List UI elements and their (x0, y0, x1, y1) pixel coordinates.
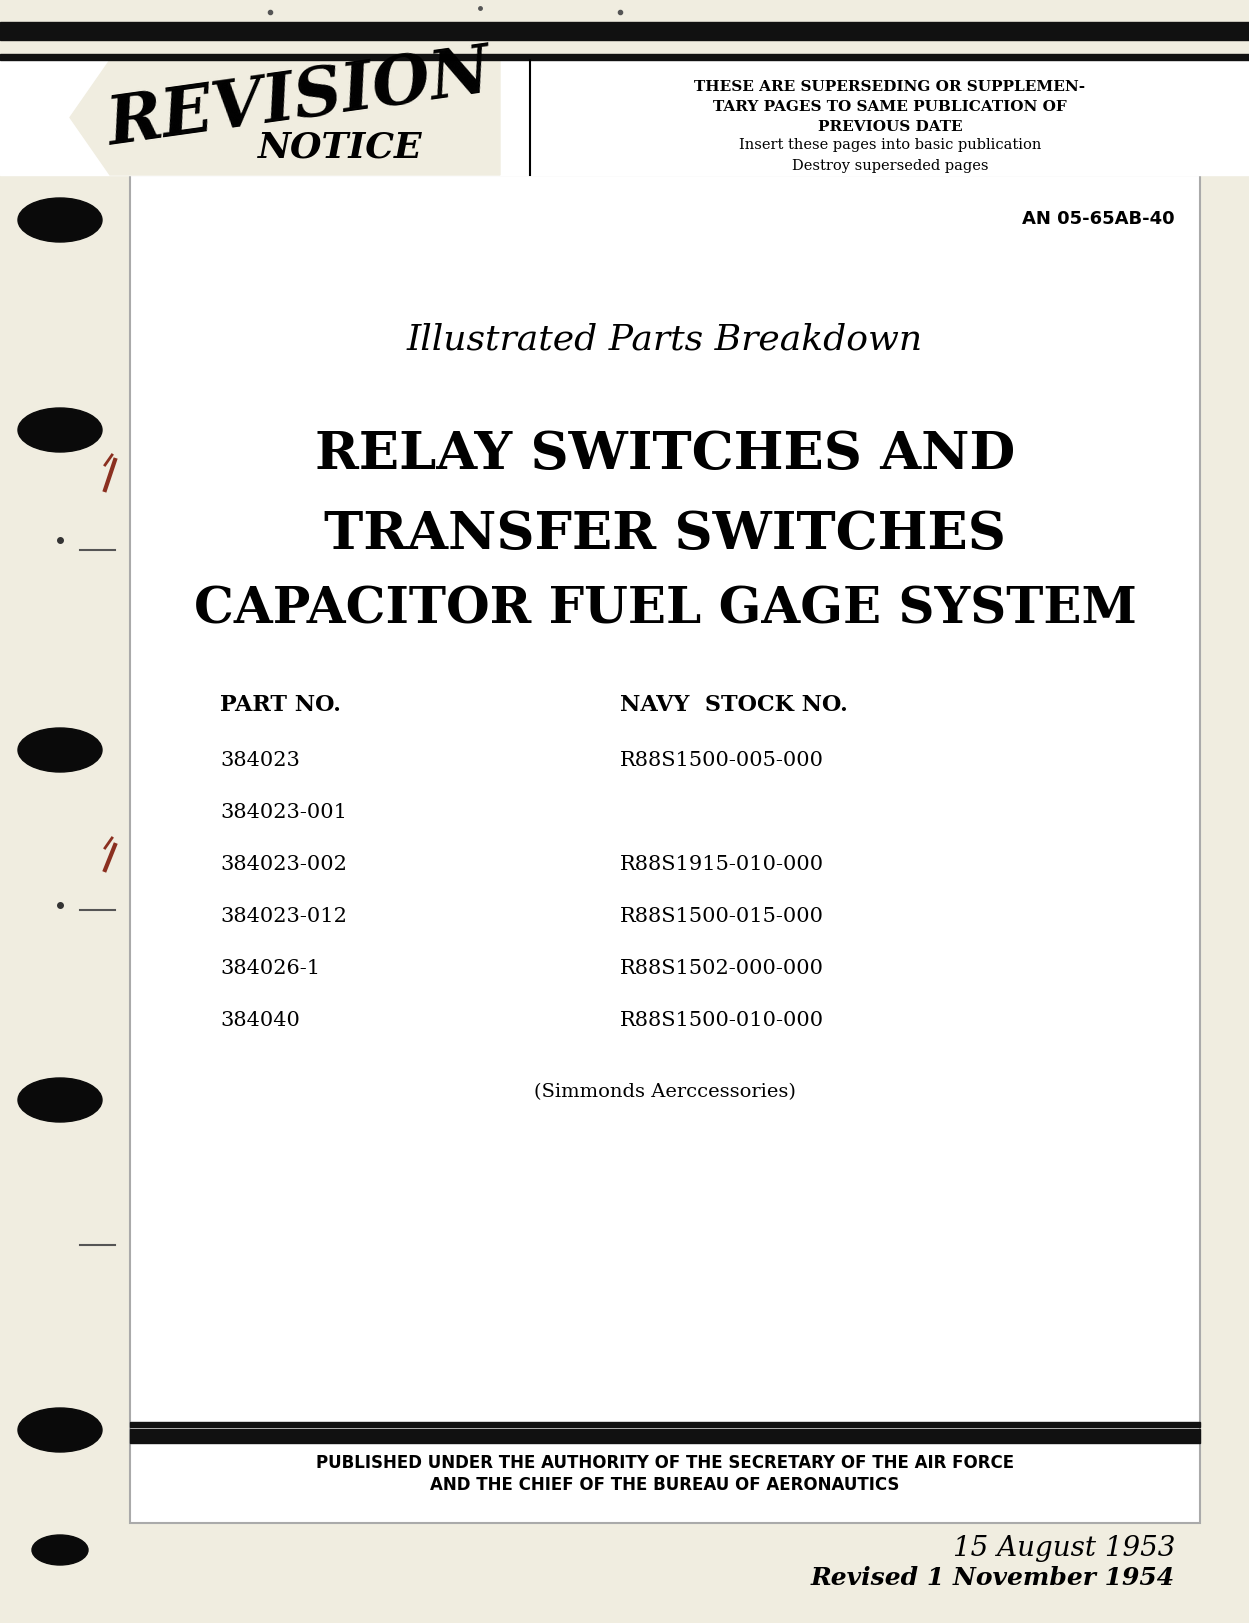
Text: NOTICE: NOTICE (257, 131, 422, 166)
Text: AND THE CHIEF OF THE BUREAU OF AERONAUTICS: AND THE CHIEF OF THE BUREAU OF AERONAUTI… (431, 1475, 899, 1495)
Text: 384023-001: 384023-001 (220, 802, 347, 821)
Ellipse shape (17, 407, 102, 451)
Text: CAPACITOR FUEL GAGE SYSTEM: CAPACITOR FUEL GAGE SYSTEM (194, 586, 1137, 635)
Bar (0, 23, 1249, 41)
Polygon shape (70, 60, 500, 175)
Ellipse shape (17, 729, 102, 773)
Text: REVISION: REVISION (104, 41, 496, 159)
Text: 384026-1: 384026-1 (220, 959, 320, 977)
Text: (Simmonds Aerccessories): (Simmonds Aerccessories) (535, 1083, 796, 1100)
Text: 15 August 1953: 15 August 1953 (953, 1534, 1175, 1561)
Bar (0, 54, 1249, 60)
Bar (130, 1428, 1200, 1443)
Text: AN 05-65AB-40: AN 05-65AB-40 (1023, 209, 1175, 227)
Text: TRANSFER SWITCHES: TRANSFER SWITCHES (323, 510, 1005, 560)
Text: THESE ARE SUPERSEDING OR SUPPLEMEN-
TARY PAGES TO SAME PUBLICATION OF
PREVIOUS D: THESE ARE SUPERSEDING OR SUPPLEMEN- TARY… (694, 80, 1085, 135)
Ellipse shape (32, 1535, 87, 1565)
Text: PART NO.: PART NO. (220, 695, 341, 716)
Ellipse shape (17, 1078, 102, 1121)
Text: 384023-002: 384023-002 (220, 854, 347, 873)
Text: Insert these pages into basic publication
Destroy superseded pages: Insert these pages into basic publicatio… (739, 138, 1042, 172)
Text: R88S1502-000-000: R88S1502-000-000 (620, 959, 824, 977)
Text: 384023: 384023 (220, 750, 300, 769)
Bar (0, 60, 1249, 175)
Text: R88S1500-005-000: R88S1500-005-000 (620, 750, 824, 769)
Text: R88S1915-010-000: R88S1915-010-000 (620, 854, 824, 873)
Ellipse shape (17, 198, 102, 242)
Text: 384023-012: 384023-012 (220, 907, 347, 925)
Text: R88S1500-010-000: R88S1500-010-000 (620, 1011, 824, 1029)
Text: Revised 1 November 1954: Revised 1 November 1954 (811, 1566, 1175, 1591)
Text: Illustrated Parts Breakdown: Illustrated Parts Breakdown (407, 323, 923, 357)
Bar (130, 1422, 1200, 1427)
Text: R88S1500-015-000: R88S1500-015-000 (620, 907, 824, 925)
Text: NAVY  STOCK NO.: NAVY STOCK NO. (620, 695, 848, 716)
Text: PUBLISHED UNDER THE AUTHORITY OF THE SECRETARY OF THE AIR FORCE: PUBLISHED UNDER THE AUTHORITY OF THE SEC… (316, 1454, 1014, 1472)
Text: RELAY SWITCHES AND: RELAY SWITCHES AND (315, 430, 1015, 480)
Bar (130, 175, 1200, 1522)
Ellipse shape (17, 1409, 102, 1453)
Text: 384040: 384040 (220, 1011, 300, 1029)
